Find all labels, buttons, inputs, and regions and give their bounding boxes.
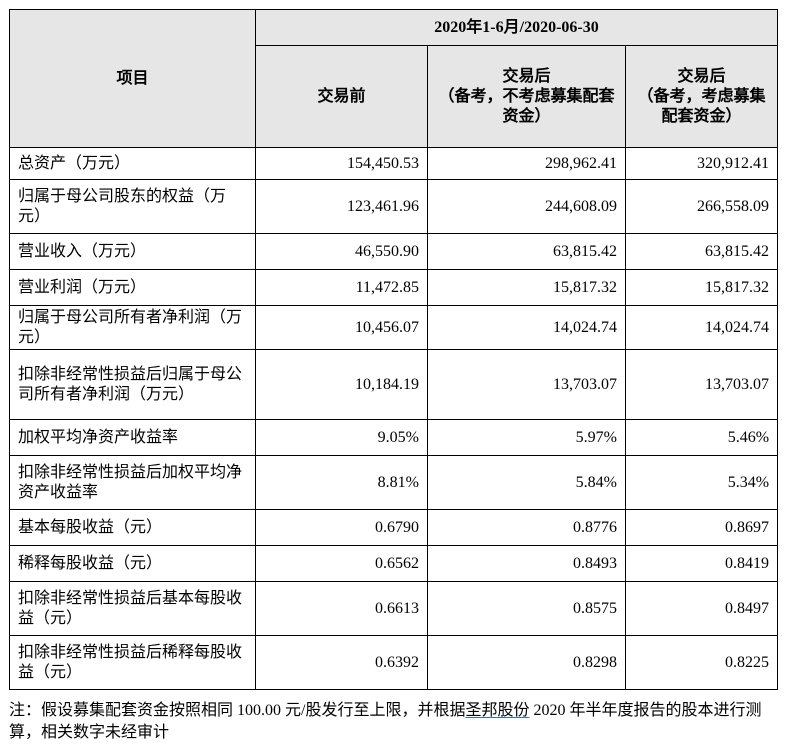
row-label: 扣除非经常性损益后基本每股收益（元） [9,581,256,636]
value-after-no-fund: 5.84% [427,455,626,510]
value-after-fund: 5.46% [624,419,779,456]
row-label: 营业利润（万元） [9,269,256,306]
col-after-fund-line2: （备考，考虑募集配套资金） [637,87,766,125]
value-before: 10,184.19 [255,349,428,420]
table-row: 营业收入（万元） 46,550.90 63,815.42 63,815.42 [9,233,779,270]
note-suffix: 2020 年半年度报告的股本进行测算，相关数字未经审计 [9,702,762,741]
row-label: 归属于母公司所有者净利润（万元） [9,305,256,350]
table-row: 加权平均净资产收益率 9.05% 5.97% 5.46% [9,419,779,456]
table-row: 扣除非经常性损益后归属于母公司所有者净利润（万元） 10,184.19 13,703… [9,349,779,420]
row-label: 扣除非经常性损益后稀释每股收益（元） [9,635,256,690]
value-before: 11,472.85 [255,269,428,306]
table-row: 总资产（万元） 154,450.53 298,962.41 320,912.41 [9,147,779,180]
note-prefix: 注：假设募集配套资金按照相同 100.00 元/股发行至上限，并根据 [9,702,466,719]
value-before: 10,456.07 [255,305,428,350]
table-row: 稀释每股收益（元） 0.6562 0.8493 0.8419 [9,545,779,582]
row-label: 加权平均净资产收益率 [9,419,256,456]
table-row: 营业利润（万元） 11,472.85 15,817.32 15,817.32 [9,269,779,306]
value-before: 0.6562 [255,545,428,582]
value-after-fund: 5.34% [624,455,779,510]
row-label: 扣除非经常性损益后加权平均净资产收益率 [9,455,256,510]
row-label: 稀释每股收益（元） [9,545,256,582]
value-after-fund: 13,703.07 [624,349,779,420]
row-label: 营业收入（万元） [9,233,256,270]
value-before: 0.6392 [255,635,428,690]
row-label: 归属于母公司股东的权益（万元） [9,179,256,234]
col-after-no-fund-line2: （备考，不考虑募集配套资金） [438,87,615,125]
financial-comparison-table: 项目 2020年1-6月/2020-06-30 交易前 交易后 （备考，不考虑募… [9,9,779,690]
col-header-after-no-fund: 交易后 （备考，不考虑募集配套资金） [427,45,626,148]
value-before: 0.6790 [255,509,428,546]
value-before: 8.81% [255,455,428,510]
table-row: 扣除非经常性损益后基本每股收益（元） 0.6613 0.8575 0.8497 [9,581,779,636]
col-header-before: 交易前 [255,45,428,148]
value-after-no-fund: 63,815.42 [427,233,626,270]
table-footnote: 注：假设募集配套资金按照相同 100.00 元/股发行至上限，并根据圣邦股份 2… [9,700,779,744]
value-after-fund: 266,558.09 [624,179,779,234]
value-before: 0.6613 [255,581,428,636]
value-after-no-fund: 0.8298 [427,635,626,690]
value-after-no-fund: 15,817.32 [427,269,626,306]
value-before: 123,461.96 [255,179,428,234]
table-row: 扣除非经常性损益后稀释每股收益（元） 0.6392 0.8298 0.8225 [9,635,779,690]
value-after-fund: 15,817.32 [624,269,779,306]
value-before: 9.05% [255,419,428,456]
value-after-no-fund: 0.8493 [427,545,626,582]
col-after-no-fund-line1: 交易后 [502,67,551,85]
table-row: 归属于母公司股东的权益（万元） 123,461.96 244,608.09 266,5… [9,179,779,234]
value-after-fund: 320,912.41 [624,147,779,180]
value-after-no-fund: 5.97% [427,419,626,456]
table-row: 扣除非经常性损益后加权平均净资产收益率 8.81% 5.84% 5.34% [9,455,779,510]
value-after-no-fund: 14,024.74 [427,305,626,350]
value-after-no-fund: 0.8776 [427,509,626,546]
table-row: 归属于母公司所有者净利润（万元） 10,456.07 14,024.74 14,024… [9,305,779,350]
row-label: 总资产（万元） [9,147,256,180]
value-after-fund: 0.8497 [624,581,779,636]
period-header: 2020年1-6月/2020-06-30 [254,9,779,46]
col-after-fund-line1: 交易后 [677,67,726,85]
item-header: 项目 [9,9,256,148]
value-after-fund: 0.8419 [624,545,779,582]
value-before: 46,550.90 [255,233,428,270]
row-label: 基本每股收益（元） [9,509,256,546]
table-row: 基本每股收益（元） 0.6790 0.8776 0.8697 [9,509,779,546]
value-before: 154,450.53 [255,147,428,180]
value-after-no-fund: 244,608.09 [427,179,626,234]
col-header-after-fund: 交易后 （备考，考虑募集配套资金） [624,45,779,148]
value-after-fund: 0.8697 [624,509,779,546]
company-link[interactable]: 圣邦股份 [465,702,530,719]
value-after-no-fund: 0.8575 [427,581,626,636]
value-after-fund: 63,815.42 [624,233,779,270]
value-after-no-fund: 298,962.41 [427,147,626,180]
row-label: 扣除非经常性损益后归属于母公司所有者净利润（万元） [9,349,256,420]
value-after-no-fund: 13,703.07 [427,349,626,420]
value-after-fund: 14,024.74 [624,305,779,350]
value-after-fund: 0.8225 [624,635,779,690]
